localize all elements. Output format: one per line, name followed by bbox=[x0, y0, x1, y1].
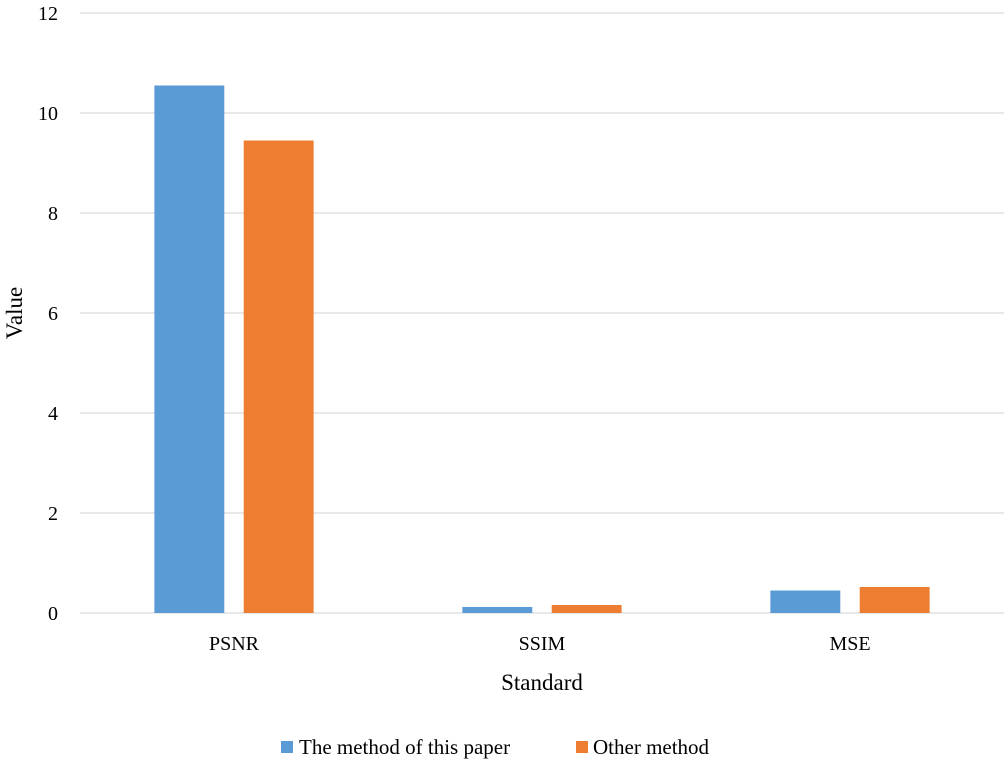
y-tick-label: 0 bbox=[48, 603, 58, 625]
y-tick-label: 12 bbox=[38, 3, 58, 25]
bar-ssim-series-1 bbox=[462, 607, 533, 613]
bar-mse-series-1 bbox=[770, 590, 841, 613]
bar-ssim-series-2 bbox=[551, 605, 622, 613]
y-tick-label: 8 bbox=[48, 203, 58, 225]
y-tick-label: 2 bbox=[48, 503, 58, 525]
x-axis-title: Standard bbox=[501, 670, 583, 695]
bar-psnr-series-1 bbox=[154, 85, 225, 613]
legend-swatch-series-1 bbox=[281, 741, 293, 753]
legend-swatch-series-2 bbox=[576, 741, 588, 753]
bar-mse-series-2 bbox=[859, 587, 930, 613]
x-tick-label: MSE bbox=[829, 633, 870, 655]
x-tick-label: SSIM bbox=[519, 633, 566, 655]
gridlines bbox=[80, 12, 1004, 614]
y-tick-label: 10 bbox=[38, 103, 58, 125]
legend-label-series-2: Other method bbox=[593, 735, 710, 759]
y-tick-label: 6 bbox=[48, 303, 58, 325]
y-axis-title: Value bbox=[2, 287, 27, 339]
x-axis-ticks: PSNR SSIM MSE bbox=[209, 633, 871, 655]
legend: The method of this paper Other method bbox=[281, 735, 710, 759]
bars bbox=[154, 85, 930, 613]
y-tick-label: 4 bbox=[48, 403, 58, 425]
bar-psnr-series-2 bbox=[243, 140, 314, 613]
x-tick-label: PSNR bbox=[209, 633, 260, 655]
y-axis-ticks: 0 2 4 6 8 10 12 bbox=[38, 3, 58, 625]
legend-label-series-1: The method of this paper bbox=[299, 735, 510, 759]
